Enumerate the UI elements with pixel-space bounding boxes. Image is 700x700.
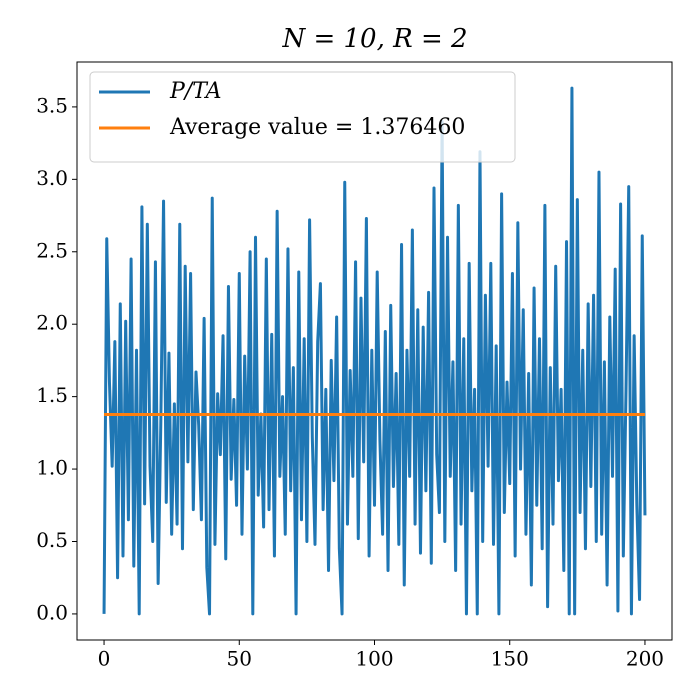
y-tick-label: 1.5	[36, 383, 68, 407]
y-tick-label: 0.5	[36, 528, 68, 552]
chart-title: N = 10, R = 2	[281, 24, 467, 54]
x-tick-label: 100	[355, 647, 393, 671]
legend-label: Average value = 1.376460	[169, 115, 465, 140]
y-tick-label: 3.5	[36, 93, 68, 117]
x-tick-label: 0	[98, 647, 111, 671]
legend-label: P/TA	[169, 79, 222, 104]
x-tick-label: 200	[626, 647, 664, 671]
legend-box	[89, 71, 516, 163]
y-tick-label: 2.0	[36, 311, 68, 335]
x-tick-label: 50	[227, 647, 252, 671]
y-tick-label: 0.0	[36, 600, 68, 624]
y-tick-label: 3.0	[36, 166, 68, 190]
y-tick-label: 1.0	[36, 456, 68, 480]
series-line	[102, 86, 647, 616]
y-tick-label: 2.5	[36, 238, 68, 262]
x-tick-label: 150	[491, 647, 529, 671]
